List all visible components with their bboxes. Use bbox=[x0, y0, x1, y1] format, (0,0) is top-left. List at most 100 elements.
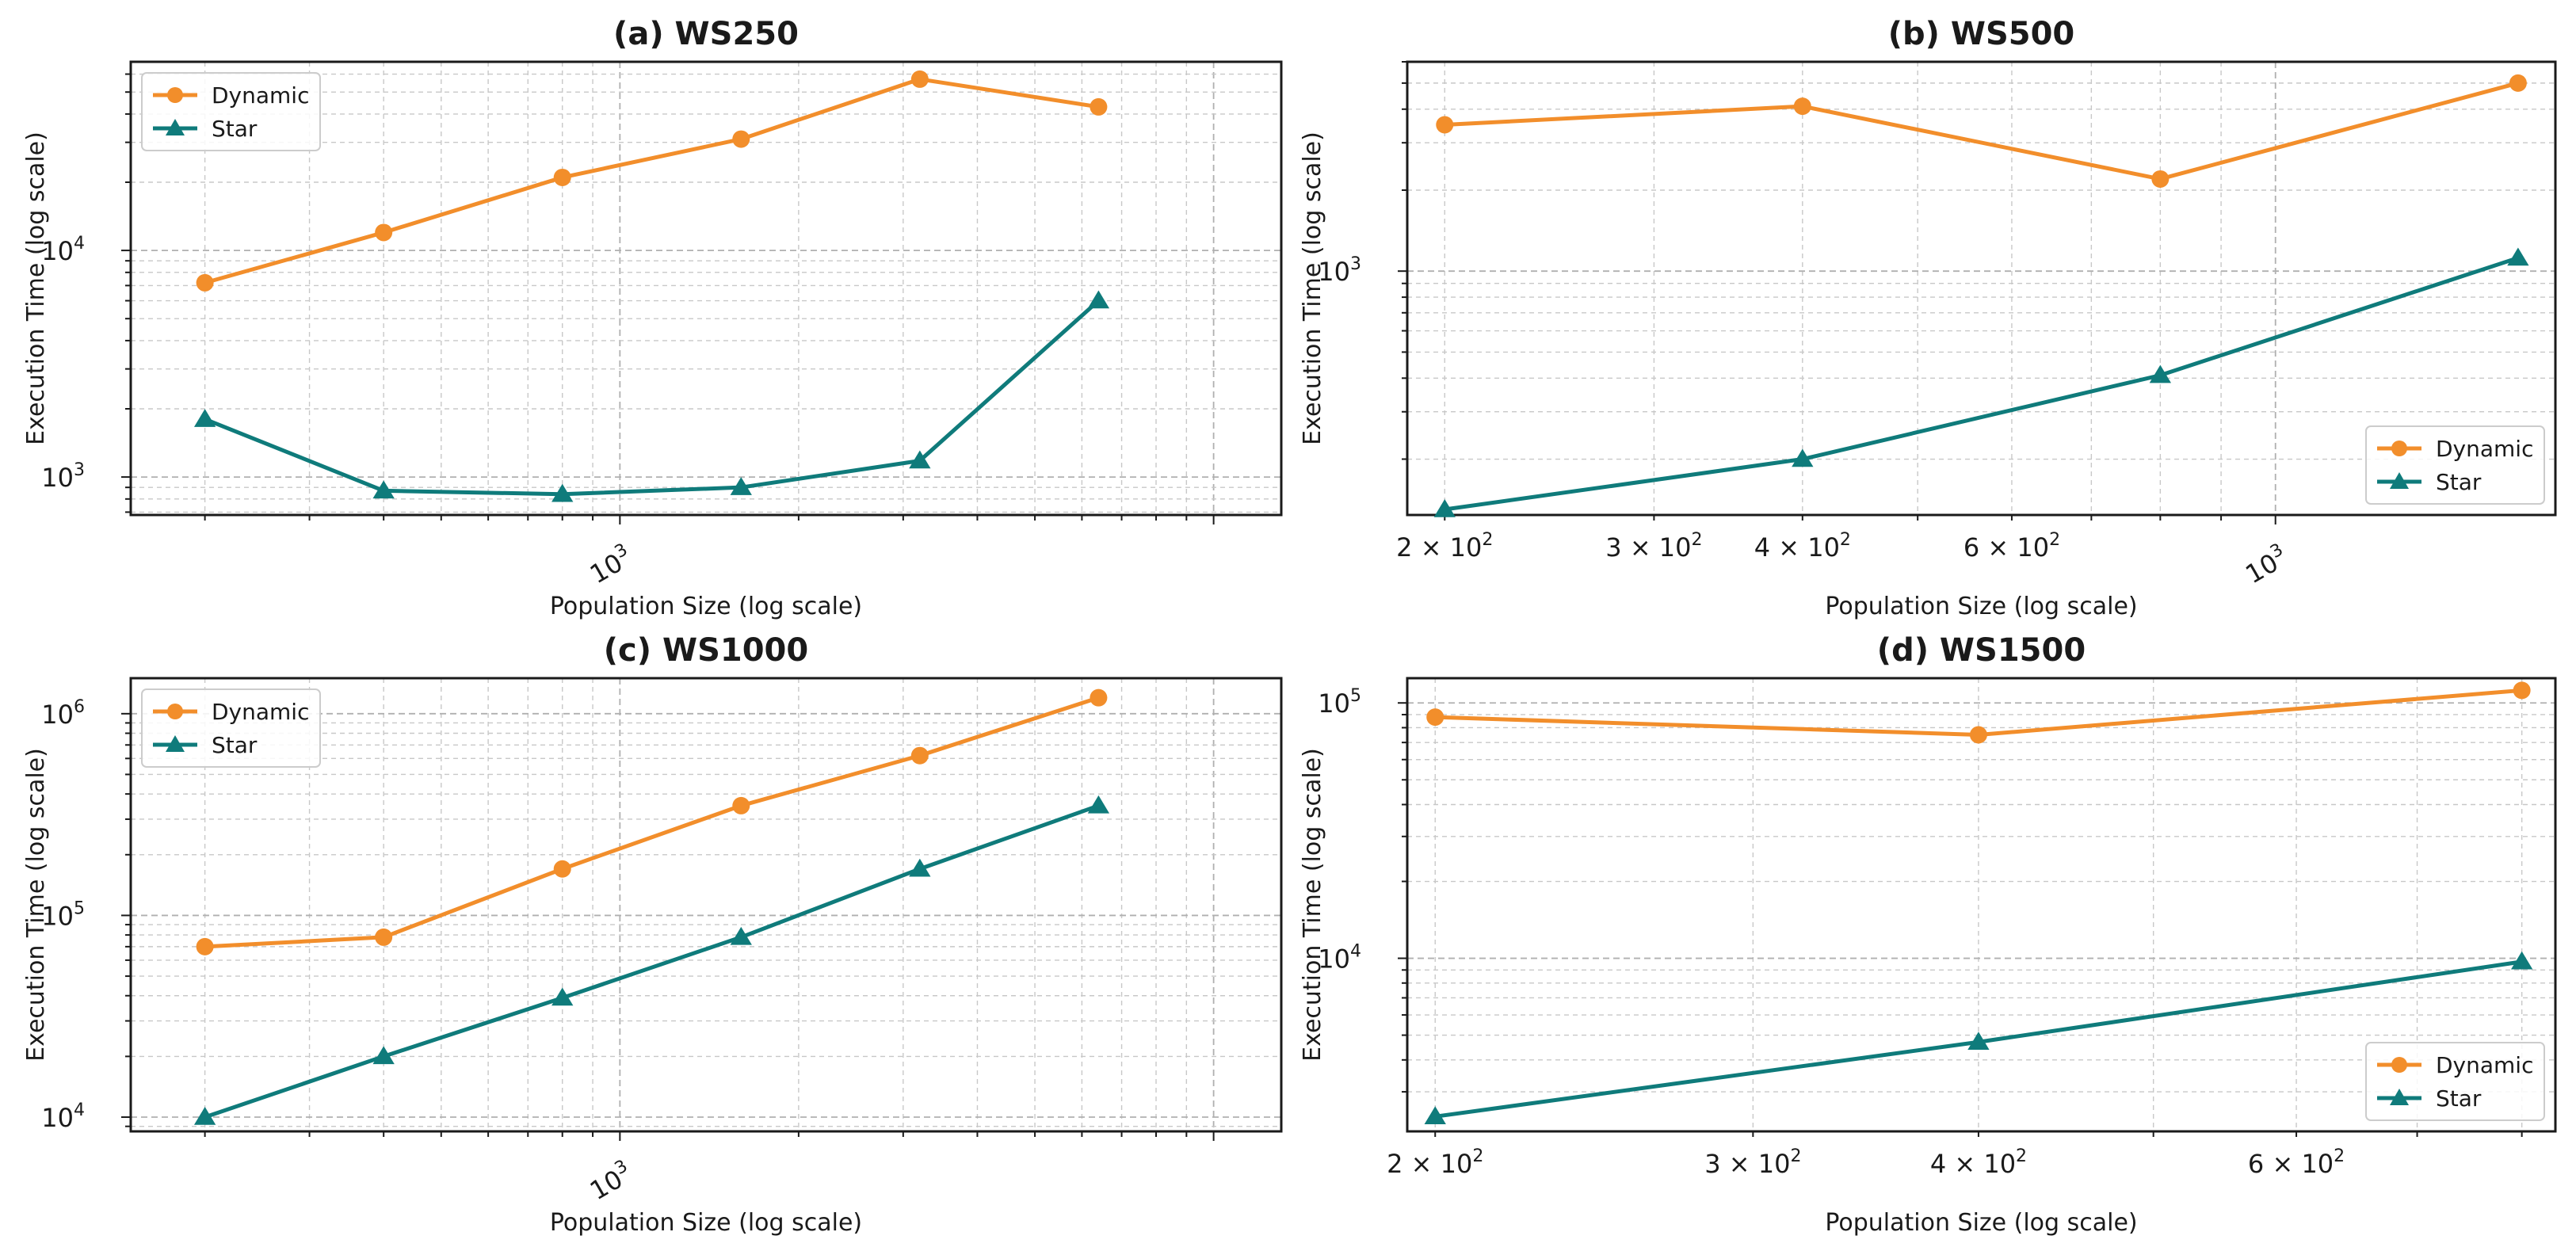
grid bbox=[1407, 678, 2555, 1131]
x-tick-label: 3 × 102 bbox=[1605, 530, 1702, 563]
data-point-dynamic bbox=[553, 168, 571, 186]
chart-title: (d) WS1500 bbox=[1877, 632, 2086, 669]
legend-marker-star bbox=[2390, 472, 2409, 489]
series-star bbox=[193, 290, 1110, 502]
data-point-dynamic bbox=[375, 223, 393, 242]
x-tick-label: 3 × 102 bbox=[1704, 1146, 1801, 1179]
data-point-dynamic bbox=[553, 860, 571, 878]
x-tick-label: 2 × 102 bbox=[1396, 530, 1493, 563]
y-tick-label: 105 bbox=[1318, 686, 1361, 719]
legend-marker-dynamic bbox=[167, 87, 183, 103]
data-point-star bbox=[551, 483, 574, 502]
series-dynamic bbox=[196, 70, 1108, 292]
y-tick-label: 104 bbox=[1318, 942, 1361, 974]
legend-box bbox=[2365, 425, 2545, 505]
subplot-b: (b) WS500 Population Size (log scale) Exec… bbox=[1299, 16, 2557, 620]
legend-box bbox=[141, 688, 321, 768]
x-tick-label: 6 × 102 bbox=[1963, 530, 2060, 563]
data-point-dynamic bbox=[1969, 726, 1987, 744]
legend-label-dynamic: Dynamic bbox=[212, 82, 309, 109]
x-tick-label: 103 bbox=[2239, 540, 2293, 589]
series-line-star bbox=[1444, 256, 2519, 512]
data-point-star bbox=[1087, 290, 1110, 309]
legend: Dynamic Star bbox=[141, 72, 321, 151]
subplot-c: (c) WS1000 Population Size (log scale) Exe… bbox=[22, 632, 1283, 1237]
legend: Dynamic Star bbox=[2365, 425, 2545, 505]
data-point-star bbox=[2510, 951, 2533, 970]
data-point-star bbox=[1433, 499, 1456, 517]
data-point-dynamic bbox=[1793, 97, 1811, 116]
x-axis-label: Population Size (log scale) bbox=[1825, 593, 2137, 620]
data-point-star bbox=[730, 477, 752, 495]
data-point-star bbox=[2507, 247, 2529, 266]
legend-label-dynamic: Dynamic bbox=[212, 699, 309, 725]
grid bbox=[1407, 61, 2555, 515]
data-point-dynamic bbox=[375, 928, 393, 946]
legend-label-star: Star bbox=[2436, 469, 2482, 495]
data-point-star bbox=[551, 987, 574, 1006]
x-axis-label: Population Size (log scale) bbox=[550, 593, 862, 620]
y-tick-label: 104 bbox=[41, 234, 85, 266]
plot-frame bbox=[129, 60, 1283, 517]
data-point-dynamic bbox=[732, 796, 750, 814]
y-axis-label: Execution Time (log scale) bbox=[1299, 132, 1326, 445]
legend-marker-star bbox=[166, 119, 185, 135]
data-point-star bbox=[372, 480, 395, 499]
series-line-star bbox=[204, 299, 1101, 497]
series-line-star bbox=[204, 803, 1100, 1119]
legend-label-star: Star bbox=[212, 732, 258, 758]
y-tick-label: 103 bbox=[41, 460, 85, 493]
data-point-dynamic bbox=[1090, 97, 1108, 116]
legend-marker-dynamic bbox=[167, 704, 183, 719]
y-axis-label: Execution Time (log scale) bbox=[22, 132, 50, 445]
ticks bbox=[1398, 61, 2276, 524]
data-point-star bbox=[372, 1046, 395, 1065]
ticks bbox=[121, 712, 1215, 1141]
data-point-dynamic bbox=[910, 70, 929, 88]
data-point-star bbox=[2149, 364, 2172, 383]
y-axis-label: Execution Time (log scale) bbox=[22, 748, 50, 1062]
ticks bbox=[1398, 702, 2523, 1137]
subplot-a: (a) WS250 Population Size (log scale) Exec… bbox=[22, 16, 1283, 620]
data-point-star bbox=[193, 1107, 216, 1125]
x-tick-label: 6 × 102 bbox=[2248, 1146, 2345, 1179]
legend-marker-star bbox=[166, 735, 185, 752]
y-tick-label: 105 bbox=[41, 898, 85, 931]
series-star bbox=[1424, 951, 2533, 1125]
legend-marker-star bbox=[2390, 1089, 2409, 1105]
data-point-dynamic bbox=[196, 273, 214, 292]
legend: Dynamic Star bbox=[141, 688, 321, 768]
data-point-dynamic bbox=[2513, 681, 2531, 700]
y-axis-label: Execution Time (log scale) bbox=[1299, 748, 1326, 1062]
data-point-star bbox=[193, 409, 216, 427]
data-point-star bbox=[1087, 795, 1110, 814]
data-point-dynamic bbox=[1090, 688, 1108, 707]
legend-label-dynamic: Dynamic bbox=[2436, 1052, 2533, 1078]
x-tick-label: 2 × 102 bbox=[1387, 1146, 1483, 1179]
x-tick-label: 4 × 102 bbox=[1754, 530, 1851, 563]
data-point-star bbox=[1792, 448, 1814, 467]
legend-label-dynamic: Dynamic bbox=[2436, 436, 2533, 462]
data-point-star bbox=[909, 450, 931, 469]
data-point-star bbox=[730, 926, 752, 945]
legend-marker-dynamic bbox=[2391, 1057, 2407, 1073]
data-point-star bbox=[1424, 1106, 1446, 1125]
data-point-dynamic bbox=[2151, 170, 2170, 188]
y-tick-label: 104 bbox=[41, 1100, 85, 1133]
data-point-dynamic bbox=[910, 746, 929, 765]
plot-frame bbox=[1406, 677, 2557, 1133]
series-line-dynamic bbox=[1444, 81, 2519, 181]
legend-label-star: Star bbox=[2436, 1085, 2482, 1112]
legend-label-star: Star bbox=[212, 116, 258, 142]
legend-marker-dynamic bbox=[2391, 441, 2407, 456]
data-point-dynamic bbox=[732, 130, 750, 148]
x-tick-label: 103 bbox=[583, 1156, 637, 1206]
x-tick-label: 103 bbox=[583, 540, 637, 589]
data-point-dynamic bbox=[1436, 116, 1454, 134]
data-point-star bbox=[1967, 1032, 1990, 1050]
grid bbox=[131, 678, 1281, 1131]
legend-box bbox=[141, 72, 321, 151]
chart-title: (b) WS500 bbox=[1888, 16, 2075, 52]
x-axis-label: Population Size (log scale) bbox=[550, 1209, 862, 1237]
